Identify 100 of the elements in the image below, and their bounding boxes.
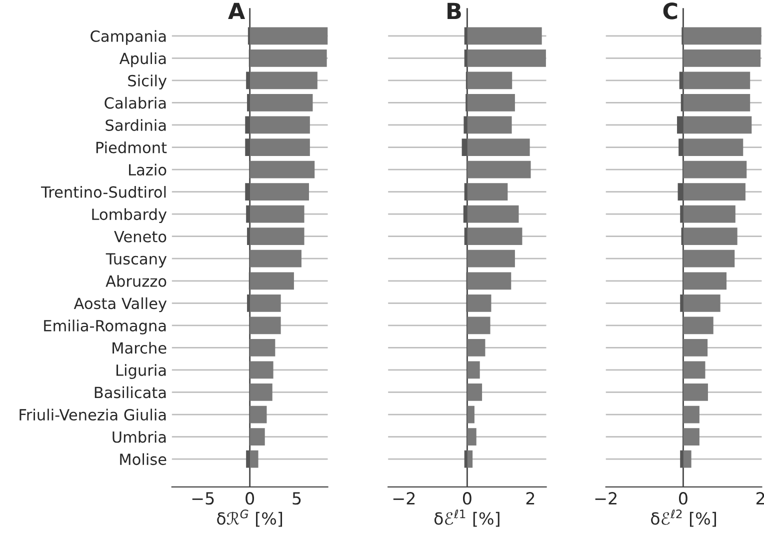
bar <box>467 406 474 424</box>
bar <box>250 428 265 446</box>
bar <box>683 228 738 246</box>
bar <box>250 160 315 178</box>
bar <box>683 250 735 268</box>
y-tick-label: Veneto <box>114 231 166 242</box>
bar <box>683 94 750 112</box>
bar <box>250 228 304 246</box>
x-axis-title: δℛ$^{G}$ [%] <box>217 510 282 527</box>
bar <box>683 183 746 200</box>
x-tick-label: 0 <box>462 492 472 505</box>
bar <box>467 272 512 290</box>
x-tick-label: −2 <box>393 492 415 504</box>
bar <box>464 116 468 134</box>
x-tick-label: 5 <box>292 492 301 505</box>
bar <box>467 316 490 334</box>
bar <box>467 294 492 312</box>
bar <box>683 450 692 468</box>
bar <box>245 138 250 156</box>
y-tick-label: Emilia-Romagna <box>44 320 166 334</box>
bar <box>467 205 519 223</box>
bar <box>683 27 762 45</box>
y-tick-label: Calabria <box>104 96 166 109</box>
bar <box>250 49 327 67</box>
y-tick-label: Liguria <box>116 364 166 379</box>
bar <box>683 361 706 379</box>
bar <box>250 27 328 45</box>
bar <box>250 116 310 134</box>
bar <box>683 384 708 401</box>
bar <box>683 72 750 90</box>
y-tick-label: Molise <box>120 453 166 466</box>
y-tick-label: Umbria <box>112 430 166 443</box>
chart-title: C <box>663 2 678 20</box>
x-axis-title: δℰ$^{ℓ2}$ [%] <box>651 510 716 527</box>
bar <box>467 116 512 134</box>
y-tick-label: Aosta Valley <box>74 297 167 312</box>
bar <box>467 94 515 112</box>
bar <box>683 316 714 334</box>
bar <box>467 49 546 67</box>
y-tick-label: Trentino-Sudtirol <box>40 186 166 198</box>
y-tick-label: Tuscany <box>106 253 167 268</box>
bar <box>250 272 294 290</box>
bar <box>250 138 310 156</box>
bar <box>683 406 700 424</box>
bar <box>467 138 530 156</box>
bar <box>250 205 304 223</box>
bar <box>467 183 508 200</box>
bar <box>683 49 761 67</box>
bar <box>467 250 515 268</box>
bar <box>683 428 700 446</box>
bar <box>680 450 684 468</box>
bar <box>250 250 302 268</box>
y-tick-label: Piedmont <box>96 141 167 154</box>
bar <box>683 205 736 223</box>
bar <box>250 72 318 90</box>
y-tick-label: Marche <box>112 342 166 354</box>
y-tick-label: Sardinia <box>106 119 166 132</box>
bar <box>246 205 250 223</box>
x-tick-label: 2 <box>756 492 764 504</box>
bar <box>245 183 250 200</box>
bar <box>247 94 250 112</box>
x-axis-title: δℰ$^{ℓ1}$ [%] <box>434 510 500 527</box>
chart-title: B <box>448 2 461 20</box>
y-tick-label: Apulia <box>119 52 166 68</box>
bar <box>250 450 258 468</box>
bar <box>678 183 684 200</box>
bar <box>683 116 752 134</box>
bar <box>680 205 684 223</box>
bar <box>246 450 250 468</box>
bar <box>250 406 267 424</box>
y-tick-label: Campania <box>90 30 166 45</box>
bar <box>246 72 250 90</box>
y-tick-label: Lazio <box>129 164 166 176</box>
bar <box>683 294 720 312</box>
bar <box>250 384 272 401</box>
bar <box>467 72 512 90</box>
x-tick-label: 2 <box>526 492 534 504</box>
bar <box>467 384 482 401</box>
y-tick-label: Basilicata <box>94 386 166 398</box>
bar <box>683 138 744 156</box>
bar <box>462 138 468 156</box>
bar <box>250 94 313 112</box>
bar <box>467 27 542 45</box>
bar <box>247 294 250 312</box>
chart-title: A <box>228 2 246 20</box>
bar <box>680 294 684 312</box>
bar <box>467 428 476 446</box>
bar <box>250 316 281 334</box>
bar <box>463 205 468 223</box>
bar <box>245 116 250 134</box>
bar <box>250 361 274 379</box>
x-tick-label: −5 <box>192 492 214 505</box>
y-tick-label: Sicily <box>128 74 167 90</box>
bar <box>467 450 473 468</box>
bar <box>678 138 684 156</box>
bar <box>683 160 747 178</box>
bar <box>683 339 708 356</box>
y-tick-label: Abruzzo <box>106 275 166 287</box>
bar <box>467 361 480 379</box>
bar <box>467 160 531 178</box>
